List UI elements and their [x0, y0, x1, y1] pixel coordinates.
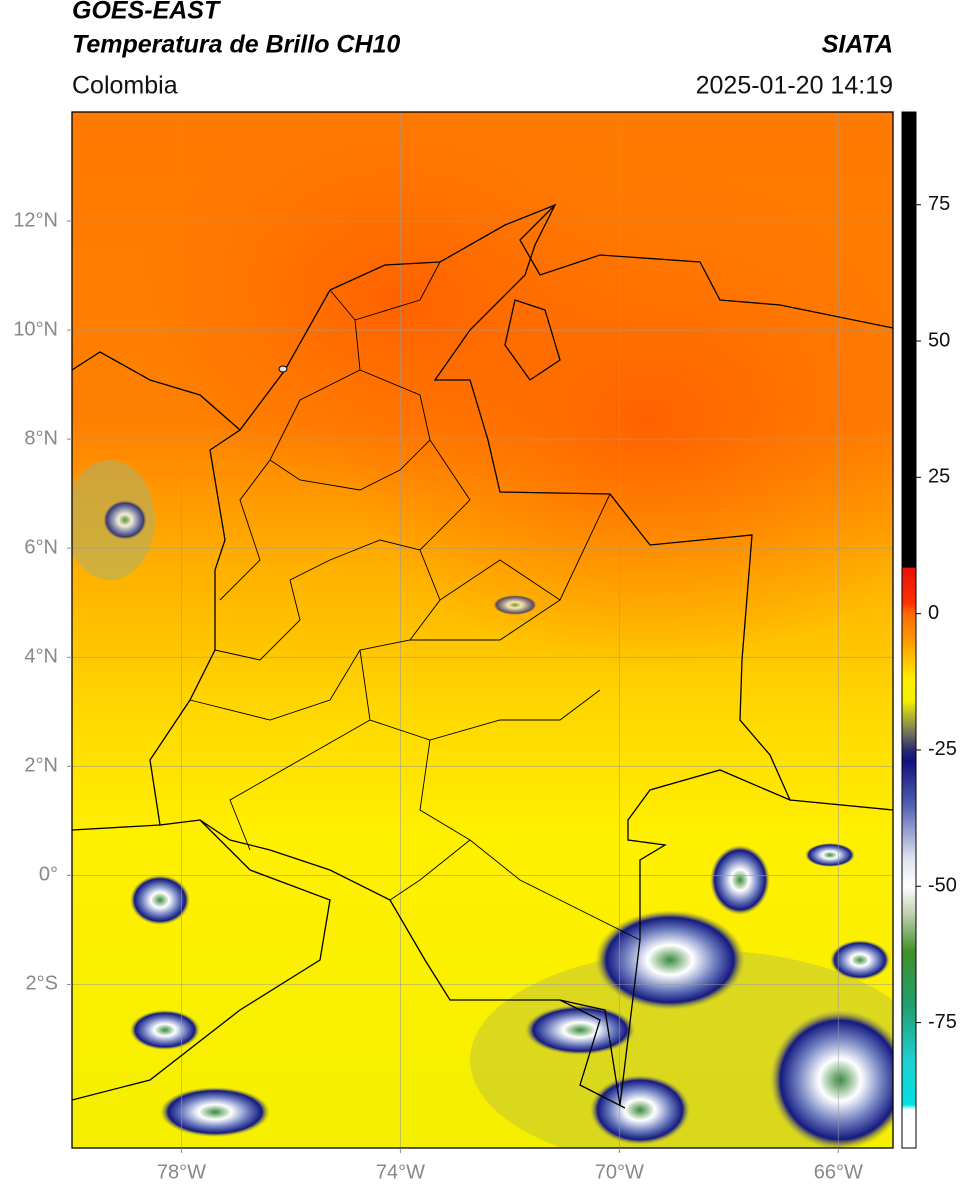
department-borders — [189, 261, 641, 941]
cloud — [130, 1010, 200, 1050]
map-frame — [71, 111, 894, 1149]
cloud — [590, 1075, 690, 1145]
y-tick-label: 0° — [39, 864, 58, 886]
y-tick-label: 12°N — [13, 209, 58, 231]
x-tick-label: 74°W — [376, 1161, 425, 1183]
coastline — [72, 204, 893, 1109]
cloud — [595, 910, 745, 1010]
cloud — [710, 845, 770, 915]
graticule — [72, 112, 893, 1148]
cloud — [160, 1087, 270, 1137]
cloud — [103, 500, 147, 540]
y-tick-label: 10°N — [13, 318, 58, 340]
x-tick-label: 78°W — [157, 1161, 206, 1183]
warm-area — [140, 112, 660, 500]
colorbar-tick-label: -50 — [928, 875, 957, 897]
lake — [278, 365, 288, 373]
colorbar-tick-label: -25 — [928, 738, 957, 760]
source: SIATA — [822, 31, 893, 59]
cloud — [830, 940, 890, 980]
y-tick-label: 4°N — [24, 646, 58, 668]
cloud — [805, 843, 855, 867]
cloud — [130, 875, 190, 925]
cloud — [493, 595, 537, 615]
cloud-tops — [103, 500, 893, 1148]
cloud — [525, 1005, 635, 1055]
cloud — [770, 1010, 893, 1148]
timestamp: 2025-01-20 14:19 — [696, 72, 893, 100]
x-tick-label: 66°W — [814, 1161, 863, 1183]
region: Colombia — [72, 72, 178, 100]
subtitle: Temperatura de Brillo CH10 — [72, 31, 400, 59]
y-tick-label: 2°S — [26, 973, 58, 995]
title: GOES-EAST — [72, 0, 222, 25]
y-tick-label: 2°N — [24, 755, 58, 777]
y-tick-label: 6°N — [24, 536, 58, 558]
colorbar-tick-label: 25 — [928, 466, 950, 488]
colombia-border — [149, 203, 792, 1106]
colorbar — [901, 111, 917, 1149]
colorbar-tick-label: -75 — [928, 1011, 957, 1033]
y-tick-label: 8°N — [24, 427, 58, 449]
map-image — [72, 112, 893, 1148]
x-tick-label: 70°W — [595, 1161, 644, 1183]
colorbar-tick-label: 0 — [928, 602, 939, 624]
colorbar-tick-label: 75 — [928, 193, 950, 215]
colorbar-tick-label: 50 — [928, 329, 950, 351]
